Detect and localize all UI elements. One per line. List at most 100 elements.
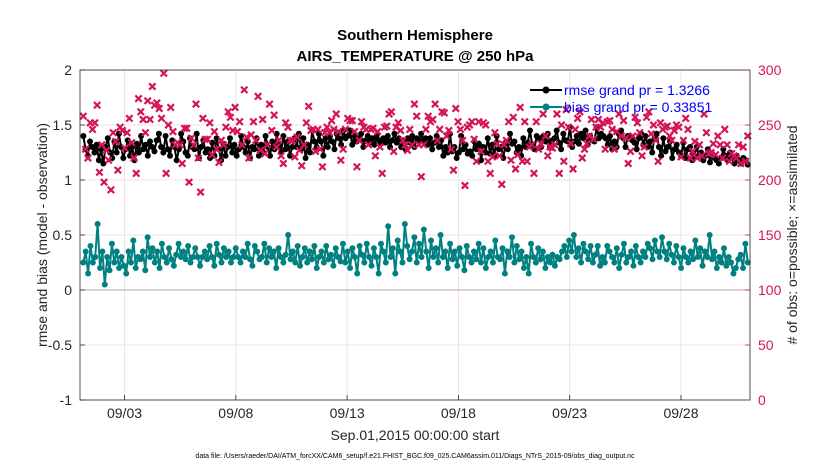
rmse-point <box>435 144 442 150</box>
rmse-point <box>633 146 640 153</box>
rmse-point <box>358 130 365 137</box>
x-stroke <box>481 121 490 129</box>
bias-point <box>587 243 594 249</box>
bias-point <box>392 270 399 277</box>
y-right-tick-label: 250 <box>758 117 782 133</box>
bias-point <box>118 254 125 260</box>
obs_assimilated-marker <box>651 136 660 145</box>
x-stroke <box>389 147 398 156</box>
rmse-point <box>573 133 580 139</box>
x-stroke <box>221 123 230 132</box>
bias-point <box>187 259 194 266</box>
bias-point <box>682 254 689 260</box>
rmse-point <box>153 137 160 144</box>
x-stroke <box>638 151 646 160</box>
x-stroke <box>270 111 279 120</box>
x-stroke <box>502 136 511 145</box>
obs_assimilated-marker <box>605 116 614 125</box>
bias-point <box>742 240 749 247</box>
obs_assimilated-marker <box>109 128 118 137</box>
bias-point <box>123 270 130 277</box>
obs_assimilated-marker <box>120 144 129 153</box>
rmse-point <box>120 155 127 161</box>
x-stroke <box>277 151 286 160</box>
obs_assimilated-marker <box>451 104 460 113</box>
bias-point <box>144 234 151 241</box>
obs_assimilated-marker <box>279 159 288 168</box>
bias-point <box>156 265 163 271</box>
x-stroke <box>711 150 720 159</box>
obs_assimilated-marker <box>741 157 750 166</box>
bias-point <box>223 254 230 260</box>
rmse-point <box>602 135 609 142</box>
bias-line <box>82 223 749 285</box>
bias-point <box>699 262 706 269</box>
bias-point <box>354 270 361 277</box>
bias-point <box>208 254 215 260</box>
x-stroke <box>329 125 338 134</box>
x-stroke <box>580 145 589 154</box>
x-stroke <box>571 125 580 134</box>
rmse-point <box>231 141 238 148</box>
bias-point <box>416 240 423 247</box>
bias-point <box>137 256 144 263</box>
x-tick-label: 09/28 <box>663 405 698 421</box>
obs_assimilated-marker <box>405 125 414 134</box>
obs_assimilated-marker <box>231 103 240 112</box>
x-stroke <box>447 145 456 154</box>
bias-point <box>299 254 306 260</box>
x-stroke <box>713 132 722 140</box>
obs_assimilated-marker <box>458 136 467 145</box>
rmse-point <box>715 160 722 167</box>
bias-point <box>301 245 308 252</box>
x-stroke <box>564 123 573 132</box>
obs_assimilated-marker <box>350 127 359 136</box>
rmse-point <box>480 144 487 150</box>
bias-point <box>368 262 375 269</box>
x-stroke <box>488 152 497 161</box>
x-stroke <box>81 145 90 154</box>
bias-point <box>251 243 258 249</box>
bias-point <box>330 262 337 269</box>
bias-point <box>82 248 89 255</box>
bias-point <box>168 256 175 263</box>
x-stroke <box>654 157 663 166</box>
obs_assimilated-marker <box>702 128 711 137</box>
x-stroke <box>582 139 591 148</box>
bias-point <box>177 254 184 260</box>
x-stroke <box>304 102 313 111</box>
obs_assimilated-marker <box>146 115 154 124</box>
rmse-point <box>364 133 371 139</box>
rmse-point <box>669 155 676 161</box>
bias-point <box>499 245 506 252</box>
bias-point <box>420 226 427 233</box>
bias-point <box>628 248 635 255</box>
obs_assimilated-marker <box>502 136 511 145</box>
obs_assimilated-marker <box>587 115 596 124</box>
rmse-point <box>233 152 240 159</box>
bias-point <box>92 254 99 260</box>
x-stroke <box>336 156 345 165</box>
bias-point <box>94 221 101 227</box>
obs_assimilated-marker <box>274 136 283 145</box>
rmse-point <box>542 138 549 145</box>
rmse-point <box>151 148 158 155</box>
right-axis: 0 50 100 150 200 250 300 <box>745 62 782 408</box>
obs_assimilated-marker <box>265 100 274 109</box>
x-stroke <box>210 127 219 136</box>
bias-point <box>442 248 449 255</box>
x-stroke <box>401 140 410 149</box>
bias-point <box>199 254 206 260</box>
bias-point <box>430 254 437 260</box>
x-stroke <box>718 154 727 162</box>
obs_assimilated-marker <box>203 135 212 144</box>
x-stroke <box>458 136 467 145</box>
bias-point <box>737 251 744 258</box>
x-stroke <box>215 158 223 167</box>
bias-point <box>732 265 739 271</box>
x-stroke <box>605 116 614 125</box>
bias-point <box>170 262 177 269</box>
obs_assimilated-marker <box>626 147 635 156</box>
bias-point <box>106 267 113 274</box>
obs_assimilated-marker <box>700 110 709 118</box>
